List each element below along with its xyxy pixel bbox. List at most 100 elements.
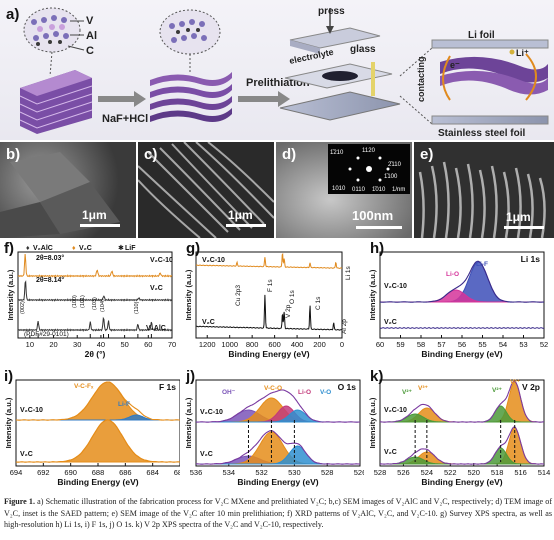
annotation: (PDF#29-0101)	[24, 331, 69, 338]
survey-curve-v2c-10	[195, 252, 343, 269]
panel-label-i: i)	[4, 368, 14, 385]
component-peak	[196, 431, 360, 465]
series-label: V₂C-10	[20, 407, 43, 414]
panel-label-d: d)	[282, 146, 297, 163]
sem-image-v2c: 1μm	[138, 142, 274, 238]
saed-index: 0110	[352, 187, 366, 193]
li1s-chart: 60 59 58 57 56 55 54 53 52 Binding Energy (eV) Int…	[368, 251, 548, 359]
xrd-curve-v2alc	[17, 316, 173, 332]
component-label: Li-F	[118, 401, 130, 408]
component-label: Li-O	[446, 271, 459, 278]
annotation: (002)	[20, 301, 26, 314]
peak-label: O 1s	[289, 290, 296, 304]
atom-label-c: C	[86, 45, 94, 57]
panel-title: F 1s	[159, 382, 176, 392]
spectrum-curve-bottom	[379, 426, 545, 465]
x-tick-label: 528	[374, 468, 387, 477]
legend-marker: ✱	[118, 244, 124, 252]
plot-frame	[379, 379, 545, 467]
x-tick-label: 50	[120, 340, 128, 349]
y-axis-label: Intensity (a.u.)	[184, 269, 193, 320]
scale-label-d: 100nm	[352, 208, 394, 223]
x-tick-label: 40	[97, 340, 105, 349]
component-peak	[380, 289, 544, 303]
x-tick-label: 694	[10, 468, 23, 477]
press-label: press	[318, 6, 345, 17]
peak-label: V 2p	[285, 304, 292, 318]
component-label: Li-F	[476, 261, 488, 268]
component-label: V²⁺	[402, 389, 413, 396]
press-setup	[279, 8, 401, 121]
series-label: V₂C-10	[202, 257, 225, 264]
component-label: V-C-O	[264, 385, 282, 392]
panel-label-b: b)	[6, 146, 21, 163]
x-tick-label: 200	[313, 340, 326, 349]
series-label: V₂AlC	[146, 325, 166, 332]
series-label: V₂C-10	[200, 409, 223, 416]
legend-marker: ♦	[72, 245, 76, 252]
x-tick-label: 686	[119, 468, 132, 477]
component-label: V-C-Fₓ	[74, 383, 94, 390]
x-tick-label: 688	[92, 468, 105, 477]
peak-label: F 1s	[267, 279, 274, 292]
contacting-label: contacting	[416, 56, 426, 102]
v2p-chart: 528 526 524 522 520 518 516 514 Binding Energy (…	[368, 379, 551, 487]
x-tick-label: 516	[514, 468, 527, 477]
scale-label-e: 1μm	[506, 210, 531, 224]
x-tick-label: 60	[144, 340, 152, 349]
component-peak	[16, 419, 180, 463]
x-tick-label: 0	[340, 340, 344, 349]
annotation: (110)	[134, 301, 140, 314]
series-label: V₂C-10	[384, 407, 407, 414]
x-tick-label: 528	[321, 468, 334, 477]
scale-label-c: 1μm	[228, 208, 253, 222]
panel-title: O 1s	[338, 382, 357, 392]
scale-label-b: 1μm	[82, 208, 107, 222]
scale-bar	[80, 224, 120, 227]
component-label: Li-O	[298, 389, 311, 396]
x-tick-label: 20	[49, 340, 57, 349]
x-tick-label: 60	[376, 340, 384, 349]
scale-bar	[356, 226, 402, 229]
series-label: V₂C-10	[150, 257, 173, 264]
x-tick-label: 522	[444, 468, 457, 477]
legend-label: LiF	[125, 245, 136, 252]
x-tick-label: 52	[540, 340, 548, 349]
schematic-panel: V Al C NaF+HCl Prelit	[0, 0, 554, 140]
peak-label: Li 1s	[345, 266, 352, 280]
o1s-chart: 536 534 532 530 528 526 Binding Energy (eV) Int…	[184, 379, 364, 487]
x-tick-label: 514	[538, 468, 551, 477]
x-tick-label: 1000	[221, 340, 238, 349]
panel-title: Li 1s	[521, 254, 541, 264]
plot-frame	[195, 251, 343, 339]
max-phase-stack	[19, 70, 93, 134]
x-tick-label: 520	[467, 468, 480, 477]
spectrum-curve-bottom	[15, 419, 180, 463]
series-label: V₂C	[150, 285, 163, 292]
panel-label-g: g)	[186, 240, 201, 257]
panel-title: V 2p	[522, 382, 540, 392]
y-axis-label: Intensity (a.u.)	[368, 269, 377, 320]
panel-label-c: c)	[144, 146, 158, 163]
saed-index: 1120	[362, 148, 376, 154]
atom-label-v: V	[86, 15, 94, 27]
saed-scale-label: 1/nm	[392, 187, 405, 193]
li-foil-label: Li foil	[468, 30, 495, 41]
steel-foil-label: Stainless steel foil	[438, 128, 525, 139]
annotation: 2θ=8.03°	[36, 254, 64, 262]
plot-frame	[17, 251, 173, 339]
annotation: (103)	[92, 297, 98, 310]
spectrum-curve-bottom	[195, 430, 360, 465]
y-axis-label: Intensity (a.u.)	[4, 397, 13, 448]
annotation: (100)	[72, 295, 78, 308]
x-tick-label: 55	[478, 340, 486, 349]
sem-image-prelithiated: 1μm	[414, 142, 554, 238]
x-tick-label: 518	[491, 468, 504, 477]
peak-label: C 1s	[315, 296, 322, 310]
x-tick-label: 400	[291, 340, 304, 349]
component-peak	[380, 427, 544, 465]
saed-index: 1̄100	[384, 174, 398, 180]
x-tick-label: 800	[246, 340, 259, 349]
y-axis-label: Intensity (a.u.)	[184, 397, 193, 448]
x-axis-label: Binding Energy (eV)	[57, 477, 138, 487]
